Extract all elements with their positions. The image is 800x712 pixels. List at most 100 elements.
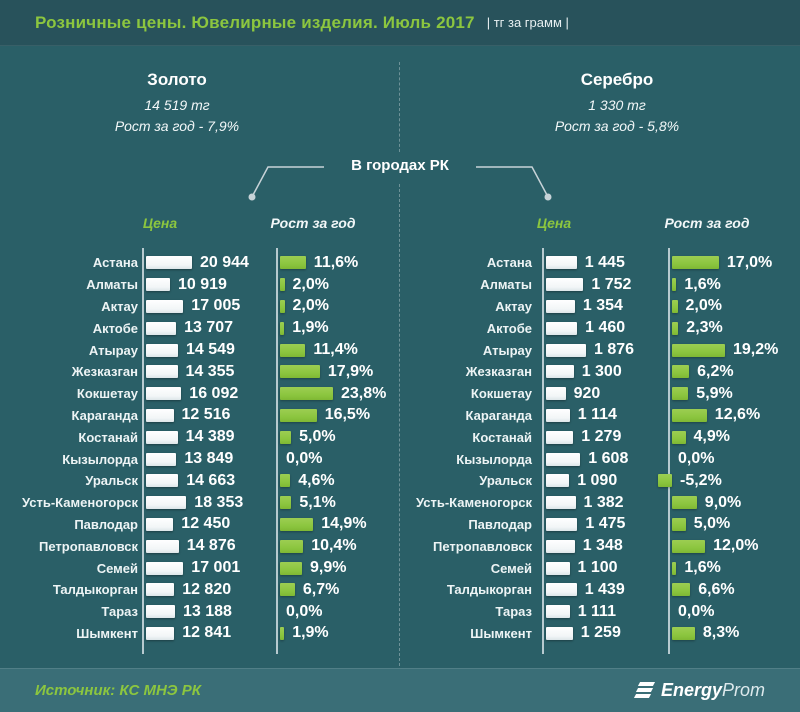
- table-row: Талдыкорган 12 820 6,7%: [20, 579, 400, 601]
- city-label: Усть-Каменогорск: [21, 495, 138, 511]
- price-bar: [546, 626, 573, 640]
- price-bar: [146, 321, 177, 335]
- growth-bar: [672, 539, 706, 553]
- price-cell: 13 849: [146, 448, 233, 470]
- unit-label: | тг за грамм |: [486, 15, 569, 30]
- silver-price-column-header: Цена: [536, 215, 572, 231]
- growth-bar: [672, 517, 686, 531]
- price-bar: [546, 561, 570, 575]
- price-cell: 14 355: [146, 361, 234, 383]
- growth-bar: [280, 408, 317, 422]
- price-value: 17 001: [191, 559, 241, 577]
- price-value: 12 450: [181, 515, 231, 533]
- rows: Астана 1 445 17,0% Алматы 1 752 1,6% Актау 1 35…: [400, 252, 800, 644]
- growth-cell: 1,6%: [672, 274, 721, 296]
- price-value: 1 876: [594, 341, 635, 359]
- price-bar: [546, 474, 570, 488]
- table-row: Шымкент 12 841 1,9%: [20, 623, 400, 645]
- price-bar: [146, 452, 177, 466]
- city-label: Астана: [486, 255, 532, 271]
- price-bar: [146, 626, 175, 640]
- table-row: Актау 1 354 2,0%: [400, 296, 800, 318]
- growth-value: 17,0%: [726, 253, 773, 271]
- price-cell: 12 450: [146, 514, 230, 536]
- price-bar: [146, 517, 174, 531]
- growth-bar: [280, 365, 320, 379]
- price-bar: [146, 539, 179, 553]
- growth-bar: [672, 256, 719, 270]
- growth-bar: [280, 626, 285, 640]
- growth-bar: [280, 387, 333, 401]
- table-row: Усть-Каменогорск 18 353 5,1%: [20, 492, 400, 514]
- price-value: 1 100: [577, 559, 618, 577]
- growth-bar: [672, 343, 725, 357]
- energyprom-logo: EnergyProm: [633, 680, 765, 701]
- price-cell: 1 460: [546, 317, 625, 339]
- city-label: Актобе: [92, 320, 138, 336]
- gold-avg-price: 14 519 тг: [144, 97, 210, 113]
- table-row: Караганда 1 114 12,6%: [400, 405, 800, 427]
- growth-bar: [657, 474, 672, 488]
- city-label: Актау: [101, 298, 138, 314]
- growth-bar: [280, 278, 285, 292]
- price-cell: 1 259: [546, 623, 621, 645]
- silver-chart: Астана 1 445 17,0% Алматы 1 752 1,6% Актау 1 35…: [400, 252, 800, 648]
- table-row: Алматы 10 919 2,0%: [20, 274, 400, 296]
- energyprom-logo-icon: [633, 681, 656, 700]
- source-label: Источник: КС МНЭ РК: [35, 682, 201, 699]
- price-bar: [546, 321, 578, 335]
- growth-bar: [280, 321, 285, 335]
- growth-cell: 17,9%: [280, 361, 373, 383]
- price-value: 14 663: [186, 471, 236, 489]
- city-label: Атырау: [482, 342, 532, 358]
- price-cell: 1 608: [546, 448, 628, 470]
- growth-cell: 5,1%: [280, 492, 336, 514]
- logo-text-bold: Energy: [660, 680, 722, 700]
- price-cell: 1 876: [546, 339, 634, 361]
- gold-growth-column-header: Рост за год: [270, 215, 356, 231]
- table-row: Тараз 13 188 0,0%: [20, 601, 400, 623]
- growth-value: 12,0%: [713, 537, 759, 555]
- price-value: 1 279: [581, 428, 622, 446]
- growth-value: 5,0%: [693, 515, 731, 533]
- growth-value: 0,0%: [286, 450, 323, 468]
- price-bar: [546, 539, 575, 553]
- price-cell: 1 100: [546, 557, 618, 579]
- table-row: Семей 17 001 9,9%: [20, 557, 400, 579]
- price-cell: 14 876: [146, 535, 236, 557]
- city-label: Петропавловск: [39, 538, 138, 554]
- growth-value: 0,0%: [286, 602, 323, 620]
- price-cell: 12 516: [146, 405, 230, 427]
- growth-bar: [280, 561, 302, 575]
- table-row: Петропавловск 1 348 12,0%: [400, 535, 800, 557]
- silver-avg-growth: Рост за год - 5,8%: [554, 118, 680, 134]
- growth-value: 6,2%: [697, 362, 734, 380]
- footer: Источник: КС МНЭ РК EnergyProm: [0, 668, 800, 712]
- city-label: Астана: [92, 255, 138, 271]
- price-cell: 1 111: [546, 601, 616, 623]
- price-bar: [146, 474, 179, 488]
- price-value: 1 259: [580, 624, 621, 642]
- growth-cell: 5,9%: [672, 383, 733, 405]
- growth-value: 9,9%: [310, 559, 347, 577]
- price-cell: 1 300: [546, 361, 622, 383]
- growth-cell: 14,9%: [280, 514, 367, 536]
- header: Розничные цены. Ювелирные изделия. Июль …: [0, 0, 800, 46]
- growth-bar: [280, 539, 304, 553]
- city-label: Караганда: [71, 407, 138, 423]
- city-label: Атырау: [88, 342, 138, 358]
- city-label: Костанай: [472, 429, 532, 445]
- city-label: Талдыкорган: [52, 582, 138, 598]
- gold-growth-axis: [276, 248, 278, 654]
- growth-value: 6,6%: [698, 580, 735, 598]
- price-value: 14 355: [185, 362, 235, 380]
- center-divider-top: [399, 62, 400, 152]
- growth-cell: 5,0%: [672, 514, 730, 536]
- growth-cell: 4,9%: [672, 426, 730, 448]
- price-cell: 17 001: [146, 557, 240, 579]
- growth-value: 2,0%: [685, 297, 722, 315]
- price-bar: [146, 583, 175, 597]
- price-cell: 13 707: [146, 317, 233, 339]
- price-bar: [546, 278, 584, 292]
- silver-growth-column-header: Рост за год: [664, 215, 750, 231]
